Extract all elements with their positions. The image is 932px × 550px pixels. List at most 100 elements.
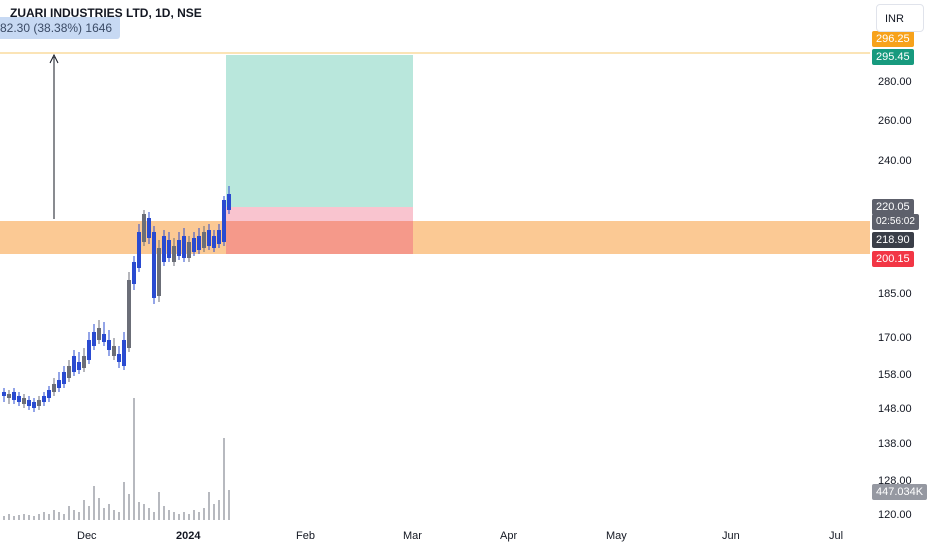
candle-body xyxy=(187,242,191,258)
volume-bar xyxy=(183,512,185,520)
volume-bar xyxy=(163,506,165,520)
chart-area[interactable] xyxy=(0,0,870,520)
time-tick: Jun xyxy=(722,530,740,542)
bar-countdown: 02:56:02 xyxy=(872,214,919,230)
candle-body xyxy=(87,340,91,360)
candle-body xyxy=(32,402,36,408)
entry-price-tag: 218.90 xyxy=(872,232,914,248)
volume-bar xyxy=(48,514,50,520)
candle-body xyxy=(167,240,171,258)
volume-bar xyxy=(43,512,45,520)
volume-bar xyxy=(73,510,75,520)
profit-area xyxy=(226,55,413,207)
volume-bar xyxy=(88,506,90,520)
risk-area-upper xyxy=(226,207,413,221)
price-tick: 240.00 xyxy=(878,155,912,167)
volume-bar xyxy=(93,486,95,520)
candle-body xyxy=(37,400,41,406)
volume-bar xyxy=(28,515,30,520)
candle-body xyxy=(22,398,26,404)
volume-bar xyxy=(178,514,180,520)
volume-bar xyxy=(38,514,40,520)
candle-body xyxy=(227,194,231,210)
candle-body xyxy=(222,200,226,242)
price-tick: 260.00 xyxy=(878,115,912,127)
candle-body xyxy=(82,356,86,368)
volume-bar xyxy=(13,516,15,520)
candle-body xyxy=(152,232,156,298)
candle-body xyxy=(162,236,166,262)
volume-bar xyxy=(198,512,200,520)
volume-bar xyxy=(98,498,100,520)
candle-body xyxy=(2,392,6,396)
price-tick: 158.00 xyxy=(878,369,912,381)
volume-bar xyxy=(158,492,160,520)
candle-body xyxy=(62,372,66,384)
candle-body xyxy=(102,334,106,342)
volume-bar xyxy=(63,514,65,520)
candle-body xyxy=(182,236,186,258)
volume-bar xyxy=(153,512,155,520)
volume-bar xyxy=(188,514,190,520)
support-zone xyxy=(0,221,870,254)
price-chart[interactable] xyxy=(0,0,870,520)
candle-body xyxy=(117,354,121,362)
volume-bar xyxy=(113,510,115,520)
candle-body xyxy=(202,232,206,248)
volume-bar xyxy=(83,500,85,520)
volume-bar xyxy=(213,504,215,520)
volume-bar xyxy=(123,482,125,520)
candle-body xyxy=(207,230,211,246)
top-line-tag: 296.25 xyxy=(872,31,914,47)
candle-body xyxy=(157,248,161,296)
volume-bar xyxy=(33,516,35,520)
price-axis[interactable]: 280.00 260.00 240.00 185.00 170.00 158.0… xyxy=(870,0,932,521)
candle-body xyxy=(212,236,216,248)
symbol-title: ZUARI INDUSTRIES LTD, 1D, NSE xyxy=(10,6,202,20)
stop-price-tag: 200.15 xyxy=(872,251,914,267)
candle-body xyxy=(12,392,16,400)
candle-body xyxy=(192,238,196,252)
volume-bar xyxy=(173,512,175,520)
volume-bar xyxy=(203,508,205,520)
candle-body xyxy=(17,396,21,402)
price-tick: 280.00 xyxy=(878,76,912,88)
candle-body xyxy=(127,280,131,348)
volume-bar xyxy=(68,506,70,520)
candle-body xyxy=(197,236,201,250)
candle-body xyxy=(52,384,56,392)
time-tick: Feb xyxy=(296,530,315,542)
time-tick: Dec xyxy=(77,530,97,542)
currency-selector[interactable]: INR xyxy=(876,4,924,32)
price-tick: 120.00 xyxy=(878,509,912,521)
time-axis[interactable]: Dec 2024 Feb Mar Apr May Jun Jul xyxy=(0,520,932,550)
candle-body xyxy=(112,346,116,356)
volume-bar xyxy=(218,500,220,520)
candle-body xyxy=(172,246,176,262)
time-tick: Jul xyxy=(829,530,844,542)
volume-bar xyxy=(128,494,130,520)
volume-bar xyxy=(78,512,80,520)
volume-bar xyxy=(148,508,150,520)
price-tick: 138.00 xyxy=(878,438,912,450)
candle-body xyxy=(67,366,71,378)
candle-body xyxy=(107,340,111,350)
candle-body xyxy=(72,356,76,372)
price-tick: 170.00 xyxy=(878,332,912,344)
volume-bar xyxy=(108,504,110,520)
candle-body xyxy=(217,230,221,244)
price-tick: 148.00 xyxy=(878,403,912,415)
volume-bar xyxy=(193,510,195,520)
volume-bar xyxy=(208,492,210,520)
last-price-tag: 220.05 xyxy=(872,199,914,215)
price-tick: 185.00 xyxy=(878,288,912,300)
candle-body xyxy=(77,362,81,370)
time-tick: May xyxy=(606,530,627,542)
volume-bar xyxy=(223,438,225,520)
measure-tooltip: 82.30 (38.38%) 1646 xyxy=(0,17,121,39)
volume-bar xyxy=(8,514,10,520)
candle-body xyxy=(47,390,51,398)
candle-body xyxy=(177,240,181,256)
volume-bar xyxy=(138,502,140,520)
volume-bar xyxy=(18,515,20,520)
